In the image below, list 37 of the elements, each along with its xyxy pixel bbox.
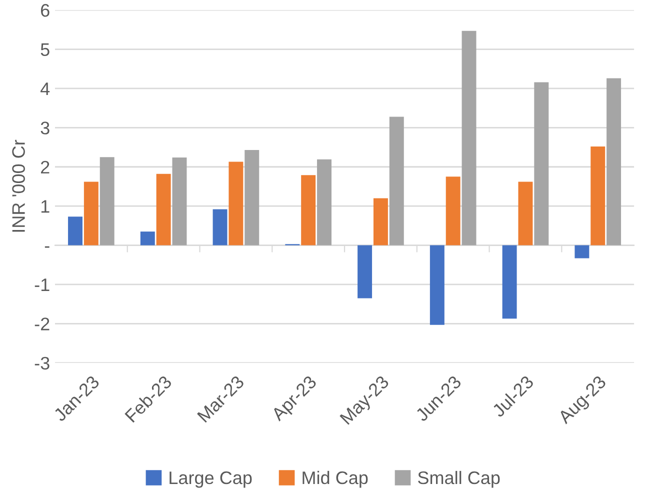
bar: [534, 82, 549, 246]
bar: [212, 209, 228, 246]
bar: [430, 245, 444, 325]
bar: [389, 116, 404, 246]
bar: [590, 146, 606, 246]
legend-label: Large Cap: [170, 471, 252, 488]
y-tick-label: -1: [34, 278, 50, 292]
y-axis-title: INR '000 Cr: [12, 140, 25, 232]
y-tick-label: 2: [41, 160, 50, 174]
bar: [373, 198, 388, 246]
legend-label: Small Cap: [418, 470, 500, 488]
bar: [502, 245, 517, 319]
bar: [317, 159, 332, 246]
bar: [172, 157, 187, 246]
bar: [446, 176, 460, 246]
bar: [518, 182, 533, 246]
y-tick-label: 6: [41, 4, 50, 17]
y-tick-label: -3: [34, 356, 50, 370]
bar: [462, 30, 476, 246]
bar: [228, 162, 244, 246]
legend-label: Mid Cap: [302, 470, 368, 488]
bar: [574, 245, 590, 258]
bar: [84, 182, 98, 246]
bar: [156, 174, 171, 246]
y-tick-label: 3: [40, 122, 50, 134]
bar: [606, 78, 622, 246]
bar: [140, 232, 155, 246]
y-tick-label: 4: [40, 82, 50, 96]
y-tick-label: -2: [34, 318, 50, 330]
bar: [100, 157, 114, 246]
y-tick-label: 1: [41, 200, 50, 213]
bar: [358, 245, 372, 298]
bar: [68, 216, 82, 246]
bar: [301, 175, 316, 246]
bar: [244, 150, 260, 246]
y-tick-label: 5: [40, 43, 50, 56]
y-tick-label: -: [44, 246, 50, 248]
